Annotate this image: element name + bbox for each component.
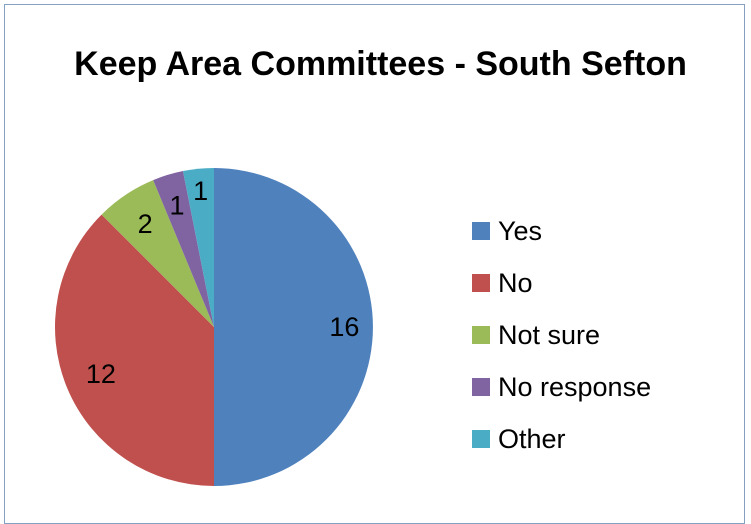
legend-item-not-sure: Not sure [472, 309, 651, 361]
legend-label: Other [498, 423, 566, 454]
legend-item-no-response: No response [472, 361, 651, 413]
legend-swatch [472, 274, 490, 292]
data-label-no: 12 [86, 359, 116, 389]
legend-label: No response [498, 371, 652, 402]
chart-title: Keep Area Committees - South Sefton [74, 45, 687, 83]
legend-swatch [472, 222, 490, 240]
pie-slice-no [55, 214, 214, 487]
legend-item-no: No [472, 257, 651, 309]
pie-slice-other [182, 168, 214, 327]
legend-swatch [472, 326, 490, 344]
data-label-yes: 16 [329, 312, 359, 342]
pie-slice-yes [214, 168, 373, 486]
legend-label: Not sure [498, 319, 601, 350]
legend-item-other: Other [472, 413, 651, 465]
legend-swatch [472, 378, 490, 396]
legend-item-yes: Yes [472, 205, 651, 257]
pie-slice-no-response [153, 171, 214, 327]
data-label-not-sure: 2 [138, 209, 153, 239]
data-label-other: 1 [193, 176, 208, 206]
legend-label: No [498, 267, 533, 298]
chart-legend: Yes No Not sure No response Other [472, 205, 651, 465]
legend-label: Yes [498, 215, 543, 246]
pie-slice-not-sure [101, 180, 214, 327]
data-label-no-response: 1 [170, 190, 185, 220]
legend-swatch [472, 430, 490, 448]
